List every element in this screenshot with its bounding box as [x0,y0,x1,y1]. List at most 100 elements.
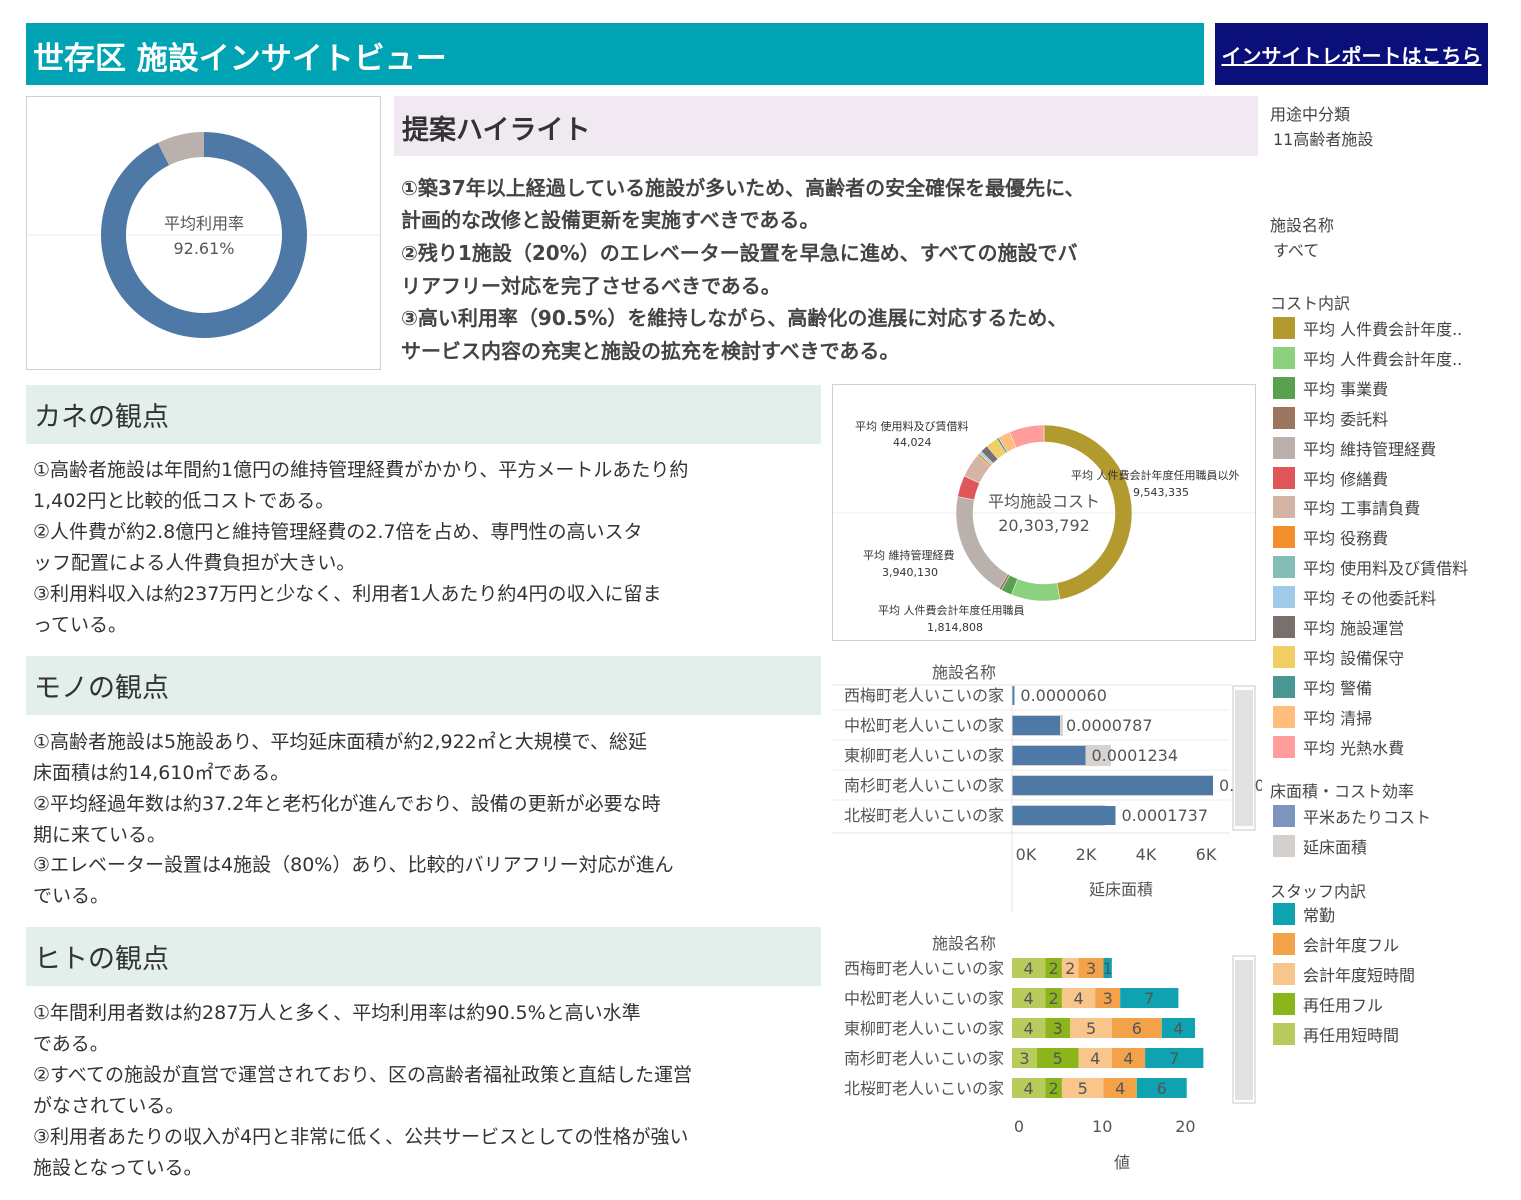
staff-segment[interactable] [1045,1018,1071,1038]
staff-segment-label: 4 [1090,1049,1100,1068]
cost-slice[interactable] [1010,578,1061,602]
legend-swatch [1273,376,1295,399]
legend-item[interactable]: 平均 役務費 [1273,526,1388,549]
legend-item[interactable]: 平均 施設運営 [1273,616,1404,638]
staff-segment[interactable] [1012,988,1046,1008]
cost-per-sqm-bar[interactable] [1012,806,1116,825]
legend-item[interactable]: 再任用短時間 [1273,1023,1399,1045]
area-scrollbar-thumb[interactable] [1235,690,1253,826]
legend-swatch [1273,556,1295,579]
legend-label: 再任用短時間 [1303,1026,1400,1045]
legend-item[interactable]: 平均 人件費会計年度.. [1273,346,1463,369]
staff-segment[interactable] [1061,988,1096,1008]
legend-label: 会計年度フル [1303,936,1400,955]
legend-swatch [1273,616,1295,638]
legend-label: 平均 人件費会計年度.. [1303,349,1463,369]
staff-category-label: 中松町老人いこいの家 [844,989,1004,1008]
staff-segment[interactable] [1036,1048,1079,1068]
cost-per-sqm-bar[interactable] [1012,746,1086,765]
staff-segment[interactable] [1012,958,1046,978]
staff-segment[interactable] [1045,1078,1062,1098]
insight-report-link-label[interactable]: インサイトレポートはこちら [1221,43,1482,68]
money-line: っている。 [33,614,128,636]
legend-item[interactable]: 平均 清掃 [1273,705,1372,728]
staff-segment[interactable] [1136,1078,1187,1098]
legend-label: 平均 警備 [1303,678,1373,698]
staff-segment[interactable] [1161,1018,1196,1038]
legend-label: 平均 修繕費 [1303,469,1389,489]
staff-segment-label: 4 [1115,1079,1125,1098]
title-bar [26,23,1204,85]
cost-per-sqm-bar[interactable] [1012,686,1015,705]
staff-segment[interactable] [1078,1048,1112,1068]
donut-label-labor-value: 9,543,335 [1133,486,1189,499]
legend-item[interactable]: 会計年度フル [1273,933,1399,955]
staff-segment-label: 6 [1132,1019,1142,1038]
gauge-rest-arc[interactable] [157,132,204,166]
donut-center-title: 平均施設コスト [988,492,1100,511]
legend-item[interactable]: 平米あたりコスト [1273,805,1431,827]
staff-segment[interactable] [1045,958,1062,978]
staff-segment-label: 3 [1019,1049,1029,1068]
staff-scrollbar-thumb[interactable] [1235,960,1253,1100]
area-rows: 西梅町老人いこいの家 0.0000060 中松町老人いこいの家 0.0000787 東柳… [832,686,1262,826]
staff-segment[interactable] [1145,1048,1204,1068]
staff-segment[interactable] [1061,1078,1104,1098]
staff-segment[interactable] [1045,988,1062,1008]
legend-item[interactable]: 平均 警備 [1273,675,1373,698]
legend-item[interactable]: 常勤 [1273,903,1335,925]
legend-item[interactable]: 平均 工事請負費 [1273,496,1420,519]
legend-item[interactable]: 平均 事業費 [1273,376,1388,399]
people-line: である。 [33,1033,109,1055]
people-line: ②すべての施設が直営で運営されており、区の高齢者福祉政策と直結した運営 [33,1064,693,1086]
cost-per-sqm-label: 0.0000060 [1020,686,1107,705]
staff-ticks: 0 10 20 [1014,1117,1196,1136]
use-filter-value[interactable]: 11高齢者施設 [1273,130,1374,149]
insight-report-link[interactable]: インサイトレポートはこちら [1215,23,1488,85]
cost-slice[interactable] [1043,424,1133,600]
cost-per-sqm-bar[interactable] [1012,716,1060,735]
facility-filter-value[interactable]: すべて [1273,241,1320,260]
donut-label-maint-name: 平均 維持管理経費 [863,548,955,562]
cost-per-sqm-bar[interactable] [1012,776,1213,795]
money-line: ッフ配置による人件費負担が大きい。 [33,552,356,574]
legend-item[interactable]: 再任用フル [1273,993,1383,1015]
staff-segment-label: 2 [1049,1079,1059,1098]
staff-segment[interactable] [1103,958,1112,978]
legend-item[interactable]: 平均 維持管理経費 [1273,436,1436,459]
legend-item[interactable]: 平均 光熱水費 [1273,735,1404,758]
staff-segment[interactable] [1070,1018,1112,1038]
staff-segment[interactable] [1012,1018,1046,1038]
staff-segment-label: 3 [1086,959,1096,978]
thing-line: 期に来ている。 [33,824,167,846]
legend-swatch [1273,645,1295,668]
staff-segment[interactable] [1012,1048,1037,1068]
legend-item[interactable]: 会計年度短時間 [1273,963,1415,985]
area-tick-label: 2K [1076,845,1097,864]
legend-item[interactable]: 平均 委託料 [1273,406,1388,429]
staff-segment[interactable] [1095,988,1121,1008]
legend-item[interactable]: 平均 設備保守 [1273,645,1405,668]
legend-swatch [1273,675,1295,698]
people-heading: ヒトの観点 [34,944,169,975]
staff-segment[interactable] [1111,1018,1162,1038]
cost-slice[interactable] [1009,424,1045,449]
legend-swatch [1273,406,1295,429]
people-heading-bar: ヒトの観点 [26,927,821,986]
gauge-value: 92.61% [173,239,234,258]
legend-item[interactable]: 延床面積 [1273,835,1367,857]
legend-item[interactable]: 平均 その他委託料 [1273,586,1436,609]
staff-segment[interactable] [1120,988,1179,1008]
staff-segment[interactable] [1012,1078,1046,1098]
legend-label: 平均 設備保守 [1303,648,1405,668]
people-line: がなされている。 [33,1095,185,1117]
staff-tick-label: 10 [1092,1117,1112,1136]
staff-segment[interactable] [1111,1048,1146,1068]
staff-segment[interactable] [1078,958,1104,978]
legend-item[interactable]: 平均 修繕費 [1273,466,1389,489]
staff-segment[interactable] [1103,1078,1137,1098]
staff-segment[interactable] [1061,958,1079,978]
legend-item[interactable]: 平均 人件費会計年度.. [1273,317,1462,339]
legend-item[interactable]: 平均 使用料及び賃借料 [1273,556,1468,579]
area-tick-label: 0K [1016,845,1037,864]
